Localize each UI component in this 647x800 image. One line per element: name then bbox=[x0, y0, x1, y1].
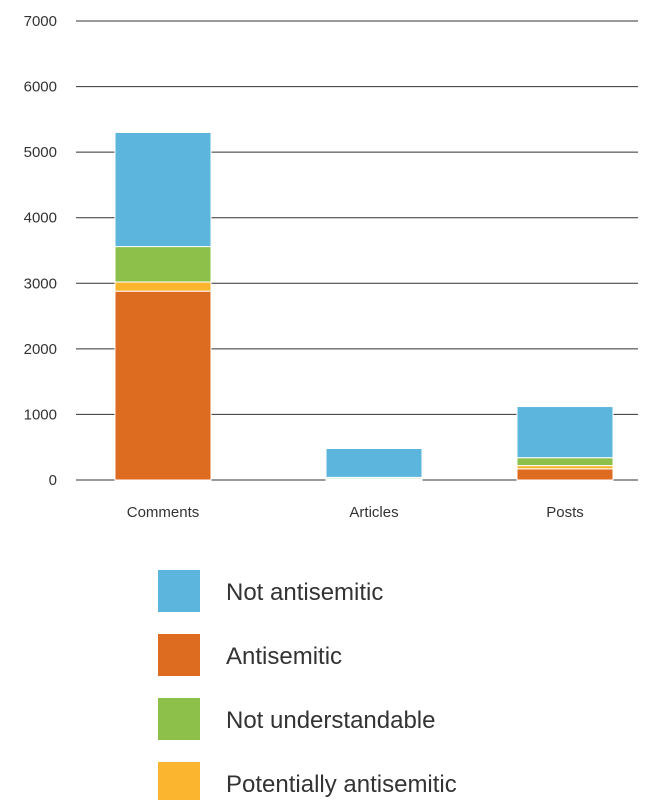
legend: Not antisemitic Antisemitic Not understand… bbox=[158, 570, 457, 800]
bar-comments-antisemitic bbox=[114, 290, 212, 481]
y-tick-label: 2000 bbox=[24, 341, 57, 358]
legend-label-antisemitic: Antisemitic bbox=[226, 643, 342, 670]
legend-label-potentially-antisemitic: Potentially antisemitic bbox=[226, 771, 457, 798]
legend-swatch-potentially-antisemitic bbox=[158, 762, 200, 800]
bar-comments-potentially-antisemitic bbox=[114, 281, 212, 292]
y-axis-ticks: 0 1000 2000 3000 4000 5000 6000 7000 bbox=[24, 13, 57, 489]
bars bbox=[114, 131, 614, 481]
legend-swatch-not-understandable bbox=[158, 698, 200, 740]
x-tick-label-comments: Comments bbox=[127, 504, 200, 521]
bar-posts-antisemitic bbox=[516, 468, 614, 481]
bar-comments-not-understandable bbox=[114, 246, 212, 283]
legend-swatch-antisemitic bbox=[158, 634, 200, 676]
legend-swatch-not-antisemitic bbox=[158, 570, 200, 612]
y-tick-label: 4000 bbox=[24, 210, 57, 227]
bar-posts-not-understandable bbox=[516, 457, 614, 467]
y-tick-label: 1000 bbox=[24, 406, 57, 423]
y-tick-label: 7000 bbox=[24, 13, 57, 30]
y-tick-label: 3000 bbox=[24, 275, 57, 292]
x-tick-label-articles: Articles bbox=[349, 504, 398, 521]
x-axis-ticks: Comments Articles Posts bbox=[127, 504, 584, 521]
bar-comments-not-antisemitic bbox=[114, 131, 212, 248]
x-tick-label-posts: Posts bbox=[546, 504, 584, 521]
y-tick-label: 5000 bbox=[24, 144, 57, 161]
y-tick-label: 6000 bbox=[24, 79, 57, 96]
y-tick-label: 0 bbox=[49, 472, 57, 489]
legend-label-not-understandable: Not understandable bbox=[226, 707, 435, 734]
bar-articles-not-antisemitic bbox=[325, 448, 423, 478]
bar-posts-not-antisemitic bbox=[516, 406, 614, 459]
legend-label-not-antisemitic: Not antisemitic bbox=[226, 579, 383, 606]
